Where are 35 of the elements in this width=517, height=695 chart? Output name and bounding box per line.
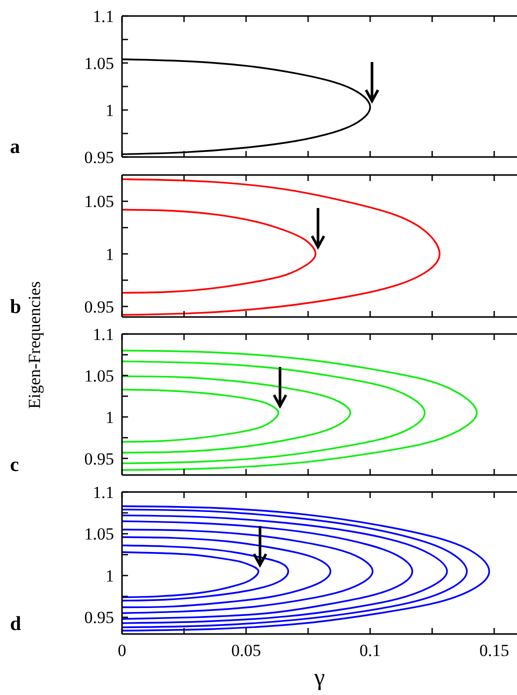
y-tick-label: 1.1 [92, 6, 114, 26]
y-tick-label: 1 [106, 100, 114, 120]
x-axis-title: γ [313, 664, 326, 692]
line-series [122, 360, 426, 464]
y-tick-label: 1.05 [84, 192, 114, 212]
line-series [122, 208, 316, 294]
x-tick-label: 0 [118, 641, 126, 660]
y-axis-title: Eigen-Frequencies [24, 280, 45, 411]
line-series [122, 528, 374, 614]
y-tick-label: 1.05 [84, 54, 114, 73]
line-series [122, 520, 414, 620]
y-tick-label: 1 [106, 566, 114, 586]
y-tick-label: 0.95 [84, 608, 114, 628]
text: a [10, 136, 20, 158]
line-series [122, 536, 332, 608]
x-tick-label: 0.05 [231, 641, 261, 660]
y-tick-label: 0.95 [84, 449, 114, 468]
y-tick-label: 1.05 [84, 524, 114, 544]
y-tick-label: 1 [106, 408, 114, 427]
y-tick-label: 1.1 [92, 324, 114, 344]
y-tick-label: 1.1 [92, 482, 114, 502]
x-tick-label: 0.1 [360, 641, 381, 660]
y-tick-label: 1.05 [84, 366, 114, 386]
line-series [122, 350, 478, 471]
line-series [122, 375, 352, 454]
text: d [10, 613, 22, 635]
text: c [10, 454, 19, 476]
text: b [10, 296, 22, 318]
y-tick-label: 0.95 [84, 297, 114, 316]
y-tick-label: 0.95 [84, 148, 114, 167]
line-series [122, 544, 290, 602]
y-tick-label: 1 [106, 244, 114, 264]
x-tick-label: 0.15 [479, 641, 510, 660]
line-series [122, 388, 280, 443]
line-series [122, 178, 440, 316]
